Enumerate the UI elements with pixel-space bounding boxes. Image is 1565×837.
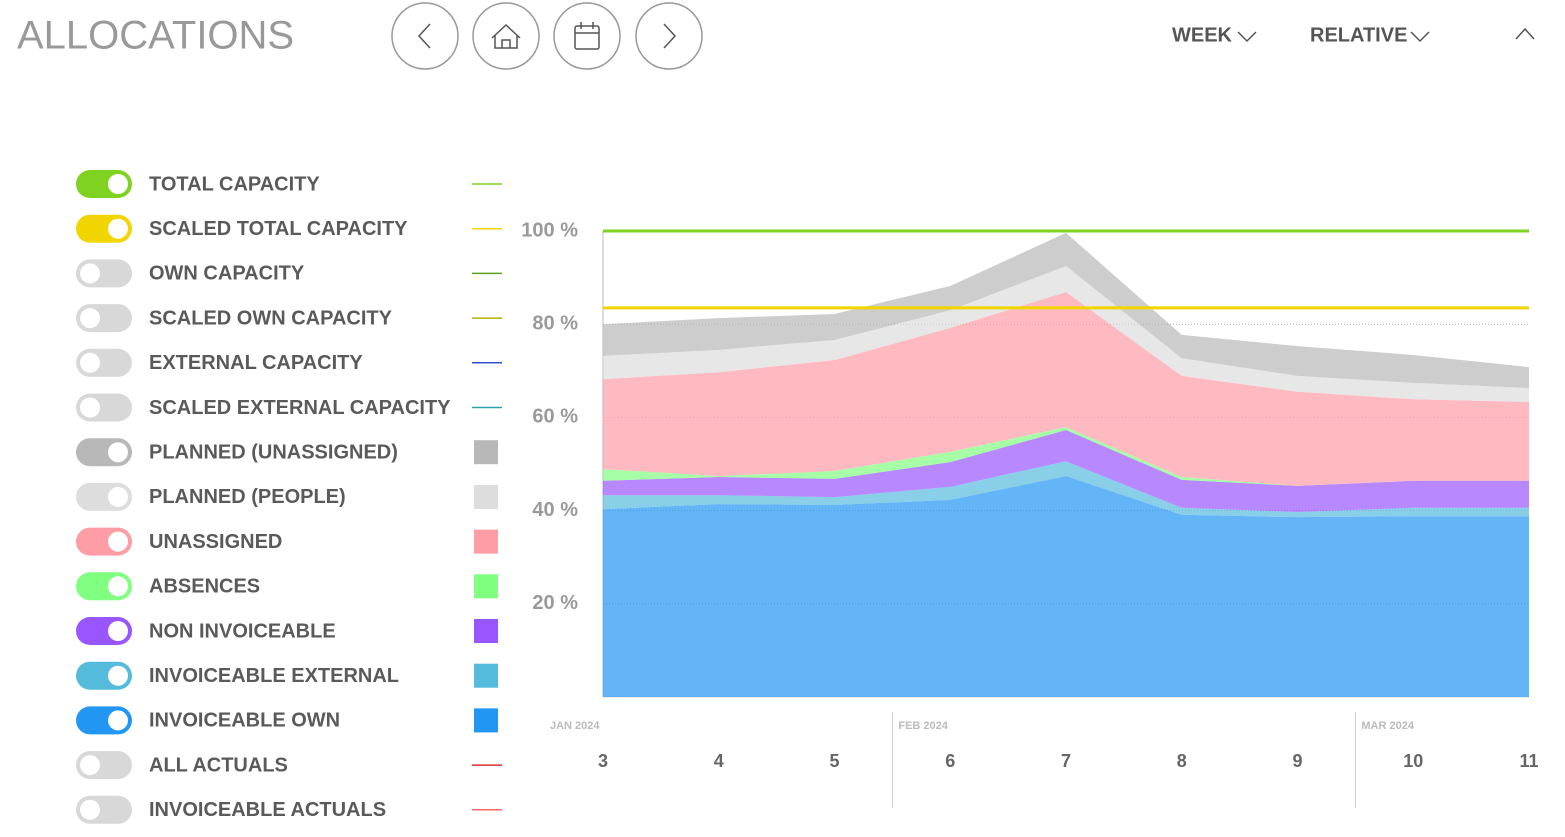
legend-toggle[interactable] [76, 572, 132, 601]
legend-toggle[interactable] [76, 527, 132, 556]
chevron [1410, 31, 1430, 43]
toggle-knob [80, 755, 100, 776]
chart: 20 % 40 % 60 % 80 % 100 % 3 4 5 6 7 8 9 10 11 JAN 2024… [521, 219, 1539, 808]
chevron [1237, 31, 1257, 43]
home-button[interactable] [472, 2, 540, 70]
legend-label: SCALED TOTAL CAPACITY [149, 218, 408, 240]
legend-label: PLANNED (PEOPLE) [149, 486, 346, 508]
legend-toggle[interactable] [76, 438, 132, 467]
legend-swatch [474, 708, 498, 733]
legend-swatch [474, 529, 498, 554]
legend-swatch [474, 619, 498, 643]
legend-toggle[interactable] [76, 348, 132, 377]
calendar-button[interactable] [553, 2, 621, 70]
legend-label: SCALED OWN CAPACITY [149, 307, 393, 329]
legend: TOTAL CAPACITY SCALED TOTAL CAPACITY OWN C… [76, 170, 502, 824]
toggle-knob [108, 174, 128, 194]
legend-toggle[interactable] [76, 795, 132, 824]
period-label: WEEK [1172, 24, 1233, 46]
toggle-knob [108, 218, 128, 239]
x-tick-label: 9 [1292, 751, 1302, 771]
legend-swatch [474, 440, 498, 465]
legend-label: OWN CAPACITY [149, 263, 305, 285]
toggle-knob [80, 799, 100, 820]
toggle-knob [108, 621, 128, 641]
area [603, 292, 1529, 486]
toggle-knob [80, 352, 100, 373]
legend-toggle[interactable] [76, 393, 132, 422]
legend-toggle[interactable] [76, 751, 132, 780]
area [603, 476, 1529, 697]
legend-toggle[interactable] [76, 482, 132, 511]
x-tick-label: 3 [598, 751, 608, 771]
area [603, 461, 1529, 518]
legend-toggle[interactable] [76, 170, 132, 198]
legend-toggle[interactable] [76, 706, 132, 735]
toggle-knob [108, 665, 128, 686]
period-dropdown[interactable]: WEEK [1172, 24, 1257, 46]
x-tick-label: 8 [1177, 751, 1187, 771]
y-tick-label: 60 % [532, 406, 578, 428]
page-title: ALLOCATIONS [17, 14, 294, 58]
legend-toggle[interactable] [76, 617, 132, 645]
toggle-knob [108, 442, 128, 463]
legend-toggle[interactable] [76, 214, 132, 243]
legend-toggle[interactable] [76, 259, 132, 288]
next-button[interactable] [635, 2, 703, 70]
legend-label: INVOICEABLE EXTERNAL [149, 665, 399, 687]
legend-swatch [474, 484, 498, 509]
area [603, 265, 1529, 403]
legend-label: SCALED EXTERNAL CAPACITY [149, 397, 451, 419]
x-tick-label: 7 [1061, 751, 1071, 771]
toggle-knob [108, 710, 128, 731]
prev-button[interactable] [391, 2, 459, 70]
area [603, 427, 1529, 486]
y-tick-label: 80 % [532, 312, 578, 334]
x-tick-label: 5 [829, 751, 839, 771]
legend-toggle[interactable] [76, 661, 132, 690]
y-tick-label: 20 % [532, 592, 578, 614]
x-tick-label: 11 [1519, 751, 1538, 771]
legend-label: NON INVOICEABLE [149, 620, 336, 642]
month-label: JAN 2024 [550, 720, 600, 732]
x-tick-label: 10 [1403, 751, 1423, 771]
y-tick-label: 40 % [532, 499, 578, 521]
legend-label: EXTERNAL CAPACITY [149, 352, 363, 374]
legend-label: PLANNED (UNASSIGNED) [149, 441, 398, 463]
legend-swatch [474, 663, 498, 688]
legend-swatch [474, 574, 498, 599]
legend-toggle[interactable] [76, 304, 132, 333]
month-label: FEB 2024 [898, 720, 948, 732]
y-tick-label: 100 % [521, 219, 578, 241]
x-tick-label: 6 [945, 751, 955, 771]
area [603, 232, 1529, 389]
toggle-knob [80, 263, 100, 284]
legend-label: ABSENCES [149, 576, 260, 598]
legend-label: INVOICEABLE OWN [149, 710, 340, 732]
mode-dropdown[interactable]: RELATIVE [1310, 24, 1430, 46]
toggle-knob [108, 576, 128, 597]
toggle-knob [80, 397, 100, 418]
toggle-knob [108, 531, 128, 552]
month-label: MAR 2024 [1361, 720, 1414, 732]
legend-label: TOTAL CAPACITY [149, 173, 320, 195]
x-tick-label: 4 [714, 751, 724, 771]
legend-label: UNASSIGNED [149, 531, 282, 553]
toggle-knob [108, 486, 128, 507]
area [603, 429, 1529, 512]
toggle-knob [80, 308, 100, 329]
legend-label: ALL ACTUALS [149, 754, 288, 776]
collapse-button[interactable] [1515, 27, 1535, 40]
legend-label: INVOICEABLE ACTUALS [149, 799, 386, 821]
mode-label: RELATIVE [1310, 24, 1407, 46]
